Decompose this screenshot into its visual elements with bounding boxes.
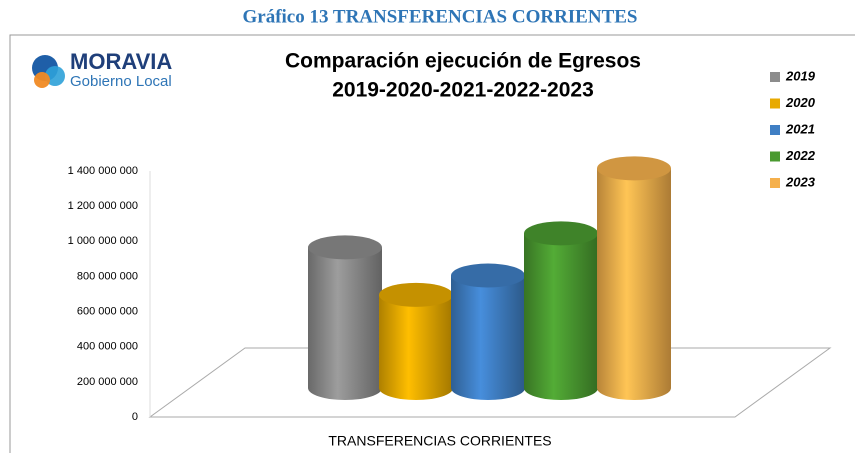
bar-body bbox=[379, 294, 453, 400]
legend-swatch bbox=[770, 125, 780, 135]
bar-body bbox=[451, 275, 525, 400]
bar bbox=[379, 282, 453, 400]
bar bbox=[524, 221, 598, 400]
legend-label: 2022 bbox=[785, 148, 816, 163]
chart-subtitle: 2019-2020-2021-2022-2023 bbox=[332, 79, 594, 102]
y-tick-label: 0 bbox=[132, 411, 138, 423]
bar-top bbox=[308, 235, 382, 260]
bar-body bbox=[308, 247, 382, 400]
caption: Gráfico 13 TRANSFERENCIAS CORRIENTES bbox=[242, 6, 637, 27]
logo-icon bbox=[32, 55, 65, 88]
legend-label: 2020 bbox=[785, 95, 816, 110]
bar-body bbox=[597, 168, 671, 400]
bar-top bbox=[597, 156, 671, 181]
bar bbox=[308, 235, 382, 400]
floor bbox=[148, 347, 832, 418]
y-tick-label: 200 000 000 bbox=[77, 376, 138, 388]
legend-swatch bbox=[770, 178, 780, 188]
chart-title: Comparación ejecución de Egresos bbox=[285, 50, 641, 73]
legend-swatch bbox=[770, 98, 780, 109]
logo-subtitle: Gobierno Local bbox=[70, 73, 172, 90]
legend-label: 2023 bbox=[785, 174, 816, 189]
chart-frame bbox=[9, 34, 855, 453]
y-tick-label: 1 000 000 000 bbox=[68, 235, 138, 247]
legend-swatch bbox=[770, 72, 780, 82]
y-tick-label: 800 000 000 bbox=[77, 270, 138, 282]
y-tick-label: 1 200 000 000 bbox=[68, 200, 138, 212]
legend-label: 2019 bbox=[785, 68, 816, 83]
y-tick-label: 400 000 000 bbox=[77, 341, 138, 353]
bar-top bbox=[524, 221, 598, 246]
y-tick-label: 1 400 000 000 bbox=[68, 165, 138, 177]
legend-label: 2021 bbox=[785, 121, 815, 136]
bar bbox=[451, 263, 525, 400]
legend-swatch bbox=[770, 151, 780, 162]
bar bbox=[597, 156, 671, 400]
bar-top bbox=[451, 263, 525, 288]
x-tick-label: TRANSFERENCIAS CORRIENTES bbox=[328, 433, 551, 449]
y-tick-label: 600 000 000 bbox=[77, 305, 138, 317]
logo-name: MORAVIA bbox=[70, 49, 172, 74]
bar-top bbox=[379, 282, 453, 307]
bar-body bbox=[524, 233, 598, 400]
